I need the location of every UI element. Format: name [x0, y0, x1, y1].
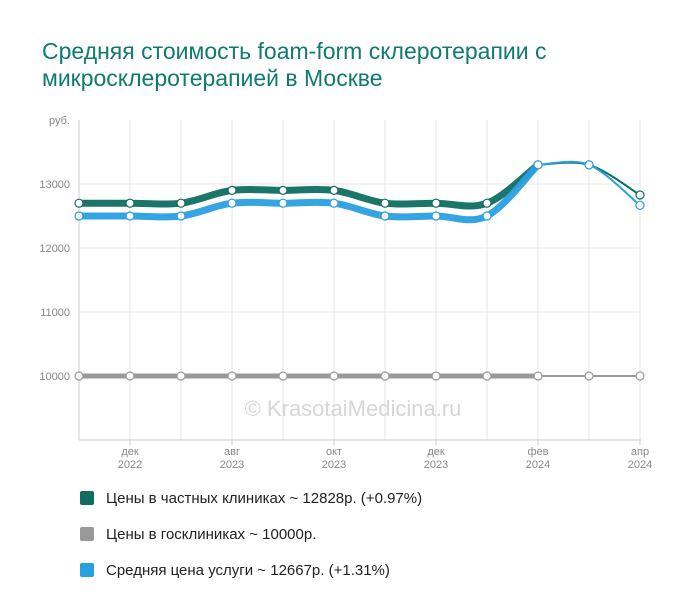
y-tick-label: 12000	[39, 243, 70, 255]
data-point	[227, 198, 237, 208]
legend-swatch	[80, 491, 94, 505]
x-tick-month: дек	[121, 446, 139, 458]
x-tick-year: 2022	[118, 459, 142, 471]
series-public	[74, 371, 645, 381]
x-tick-year: 2024	[526, 459, 550, 471]
data-point	[278, 185, 288, 195]
data-point	[74, 211, 84, 221]
data-point	[380, 198, 390, 208]
data-point	[329, 198, 339, 208]
data-point	[533, 160, 543, 170]
data-point	[74, 198, 84, 208]
y-tick-label: 13000	[39, 179, 70, 191]
data-point	[278, 198, 288, 208]
legend-label: Цены в частных клиниках ~ 12828р. (+0.97…	[106, 489, 423, 507]
x-tick-year: 2023	[424, 459, 448, 471]
y-tick-label: 11000	[40, 307, 70, 319]
data-point	[176, 371, 186, 381]
series-line	[75, 161, 542, 224]
data-point	[635, 371, 645, 381]
data-point	[431, 198, 441, 208]
data-point	[533, 371, 543, 381]
legend-label: Цены в госклиниках ~ 10000р.	[106, 525, 317, 543]
series-layer	[74, 160, 645, 381]
x-tick-year: 2024	[628, 459, 652, 471]
data-point	[431, 211, 441, 221]
series-line	[75, 161, 542, 210]
x-tick-month: окт	[326, 446, 342, 458]
data-point	[584, 160, 594, 170]
y-unit-label: руб.	[49, 115, 70, 127]
data-point	[482, 211, 492, 221]
x-tick-month: фев	[527, 446, 548, 458]
x-tick-year: 2023	[220, 459, 244, 471]
y-tick-label: 10000	[39, 371, 70, 383]
data-point	[227, 371, 237, 381]
data-point	[278, 371, 288, 381]
data-point	[482, 371, 492, 381]
legend-swatch	[80, 527, 94, 541]
x-tick-month: апр	[631, 446, 649, 458]
data-point	[227, 185, 237, 195]
data-point	[635, 200, 645, 210]
series-average	[74, 160, 645, 224]
legend-item-average[interactable]: Средняя цена услуги ~ 12667р. (+1.31%)	[80, 560, 422, 580]
data-point	[125, 198, 135, 208]
legend-swatch	[80, 563, 94, 577]
data-point	[584, 371, 594, 381]
x-tick-month: дек	[427, 446, 445, 458]
watermark: © KrasotaiMedicina.ru	[245, 396, 462, 421]
grid	[78, 120, 641, 440]
data-point	[380, 211, 390, 221]
data-point	[380, 371, 390, 381]
data-point	[125, 211, 135, 221]
data-point	[431, 371, 441, 381]
legend-item-public[interactable]: Цены в госклиниках ~ 10000р.	[80, 524, 422, 544]
legend-item-private[interactable]: Цены в частных клиниках ~ 12828р. (+0.97…	[80, 488, 422, 508]
data-point	[74, 371, 84, 381]
data-point	[176, 211, 186, 221]
chart-title: Средняя стоимость foam-form склеротерапи…	[42, 38, 547, 91]
x-tick-year: 2023	[322, 459, 346, 471]
data-point	[125, 371, 135, 381]
x-tick-month: авг	[224, 446, 240, 458]
legend: Цены в частных клиниках ~ 12828р. (+0.97…	[80, 488, 422, 596]
line-chart: 10000110001200013000руб.дек2022авг2023ок…	[39, 115, 652, 471]
legend-label: Средняя цена услуги ~ 12667р. (+1.31%)	[106, 561, 390, 579]
data-point	[176, 198, 186, 208]
data-point	[635, 190, 645, 200]
axes: 10000110001200013000руб.дек2022авг2023ок…	[39, 115, 652, 471]
data-point	[329, 185, 339, 195]
data-point	[329, 371, 339, 381]
data-point	[482, 198, 492, 208]
